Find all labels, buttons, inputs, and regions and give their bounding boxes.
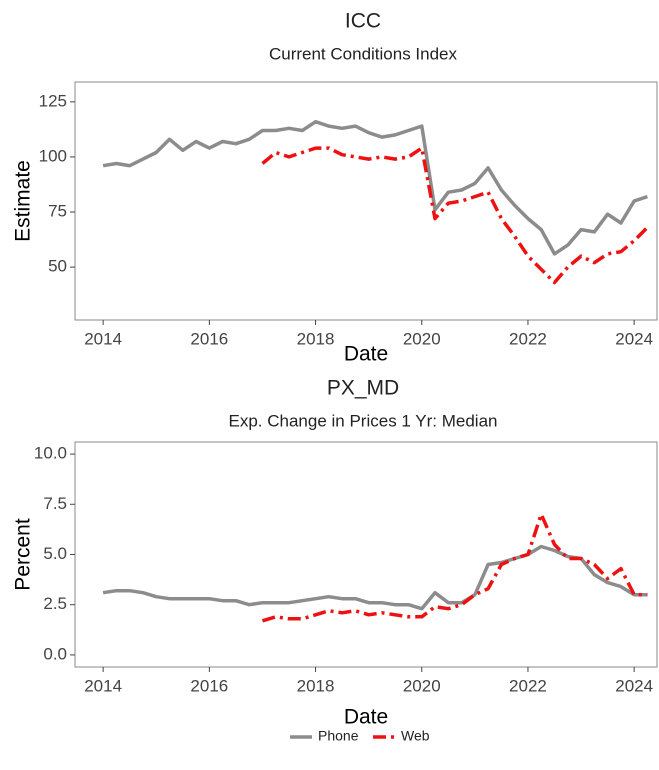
data-line — [102, 544, 648, 611]
x-tick-label: 2020 — [403, 329, 441, 348]
y-tick-label: 7.5 — [43, 494, 67, 513]
chart-title: PX_MD — [327, 377, 399, 400]
data-line — [102, 119, 648, 256]
y-tick-label: 125 — [39, 91, 67, 110]
x-tick-label: 2018 — [297, 676, 335, 695]
legend-label: Phone — [318, 728, 359, 744]
y-axis-label: Percent — [12, 518, 35, 591]
panel-border — [74, 441, 658, 668]
x-tick-label: 2024 — [615, 329, 653, 348]
y-tick-label: 75 — [48, 202, 67, 221]
y-axis-label: Estimate — [12, 160, 35, 242]
panel-border — [74, 81, 658, 321]
x-tick-label: 2022 — [509, 329, 547, 348]
x-tick-label: 2016 — [190, 676, 228, 695]
data-line — [261, 146, 649, 285]
x-tick-label: 2020 — [403, 676, 441, 695]
legend-label: Web — [401, 728, 430, 744]
chart-title: ICC — [345, 10, 381, 33]
chart-subtitle: Current Conditions Index — [269, 44, 458, 63]
x-tick-label: 2022 — [509, 676, 547, 695]
y-tick-label: 10.0 — [34, 444, 67, 463]
x-tick-label: 2016 — [190, 329, 228, 348]
x-tick-label: 2014 — [84, 676, 122, 695]
x-tick-label: 2024 — [615, 676, 653, 695]
x-tick-label: 2018 — [297, 329, 335, 348]
chart-subtitle: Exp. Change in Prices 1 Yr: Median — [229, 411, 498, 430]
x-tick-label: 2014 — [84, 329, 122, 348]
y-tick-label: 0.0 — [43, 644, 67, 663]
y-tick-label: 5.0 — [43, 544, 67, 563]
y-tick-label: 2.5 — [43, 594, 67, 613]
x-axis-label: Date — [344, 706, 388, 729]
y-tick-label: 50 — [48, 257, 67, 276]
y-tick-label: 100 — [39, 146, 67, 165]
x-axis-label: Date — [344, 343, 388, 366]
